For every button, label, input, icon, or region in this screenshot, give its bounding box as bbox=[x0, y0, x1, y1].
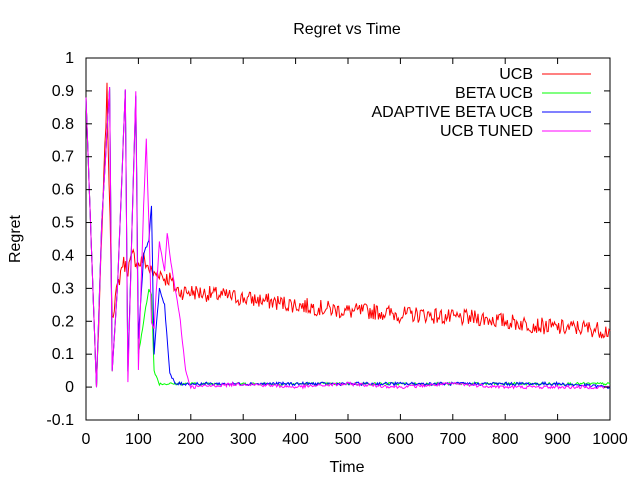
x-tick-label: 900 bbox=[544, 431, 571, 448]
y-tick-label: 0 bbox=[65, 379, 74, 396]
series-line-3 bbox=[85, 87, 611, 390]
y-tick-label: 0.1 bbox=[52, 346, 74, 363]
x-tick-label: 500 bbox=[335, 431, 362, 448]
legend-label: BETA UCB bbox=[455, 85, 533, 102]
y-tick-label: 0.7 bbox=[52, 149, 74, 166]
y-tick-label: 0.3 bbox=[52, 280, 74, 297]
legend-label: UCB TUNED bbox=[440, 123, 533, 140]
y-tick-label: 0.9 bbox=[52, 83, 74, 100]
series-line-0 bbox=[85, 82, 611, 388]
x-axis: 0 100 200 300 400 500 600 700 800 900 1000 bbox=[82, 58, 628, 448]
x-tick-label: 400 bbox=[282, 431, 309, 448]
y-tick-label: 0.6 bbox=[52, 182, 74, 199]
x-tick-label: 600 bbox=[387, 431, 414, 448]
y-tick-label: 0.4 bbox=[52, 247, 74, 264]
y-tick-label: 0.8 bbox=[52, 116, 74, 133]
x-axis-label: Time bbox=[330, 459, 365, 476]
plot-lines bbox=[85, 82, 611, 390]
y-axis-label: Regret bbox=[7, 214, 24, 263]
legend-label: ADAPTIVE BETA UCB bbox=[371, 104, 533, 121]
chart-title: Regret vs Time bbox=[293, 21, 401, 38]
y-tick-label: 0.2 bbox=[52, 313, 74, 330]
y-tick-label: -0.1 bbox=[46, 412, 74, 429]
y-axis: -0.1 0 0.1 0.2 0.3 0.4 0.5 0.6 0.7 0.8 0.9 1 bbox=[46, 50, 610, 429]
x-tick-label: 700 bbox=[439, 431, 466, 448]
x-tick-label: 100 bbox=[125, 431, 152, 448]
legend: UCB BETA UCB ADAPTIVE BETA UCB UCB TUNED bbox=[371, 66, 591, 140]
x-tick-label: 200 bbox=[177, 431, 204, 448]
x-tick-label: 300 bbox=[230, 431, 257, 448]
x-tick-label: 1000 bbox=[592, 431, 628, 448]
legend-label: UCB bbox=[499, 66, 533, 83]
x-tick-label: 0 bbox=[82, 431, 91, 448]
x-tick-label: 800 bbox=[492, 431, 519, 448]
y-tick-label: 1 bbox=[65, 50, 74, 67]
y-tick-label: 0.5 bbox=[52, 215, 74, 232]
